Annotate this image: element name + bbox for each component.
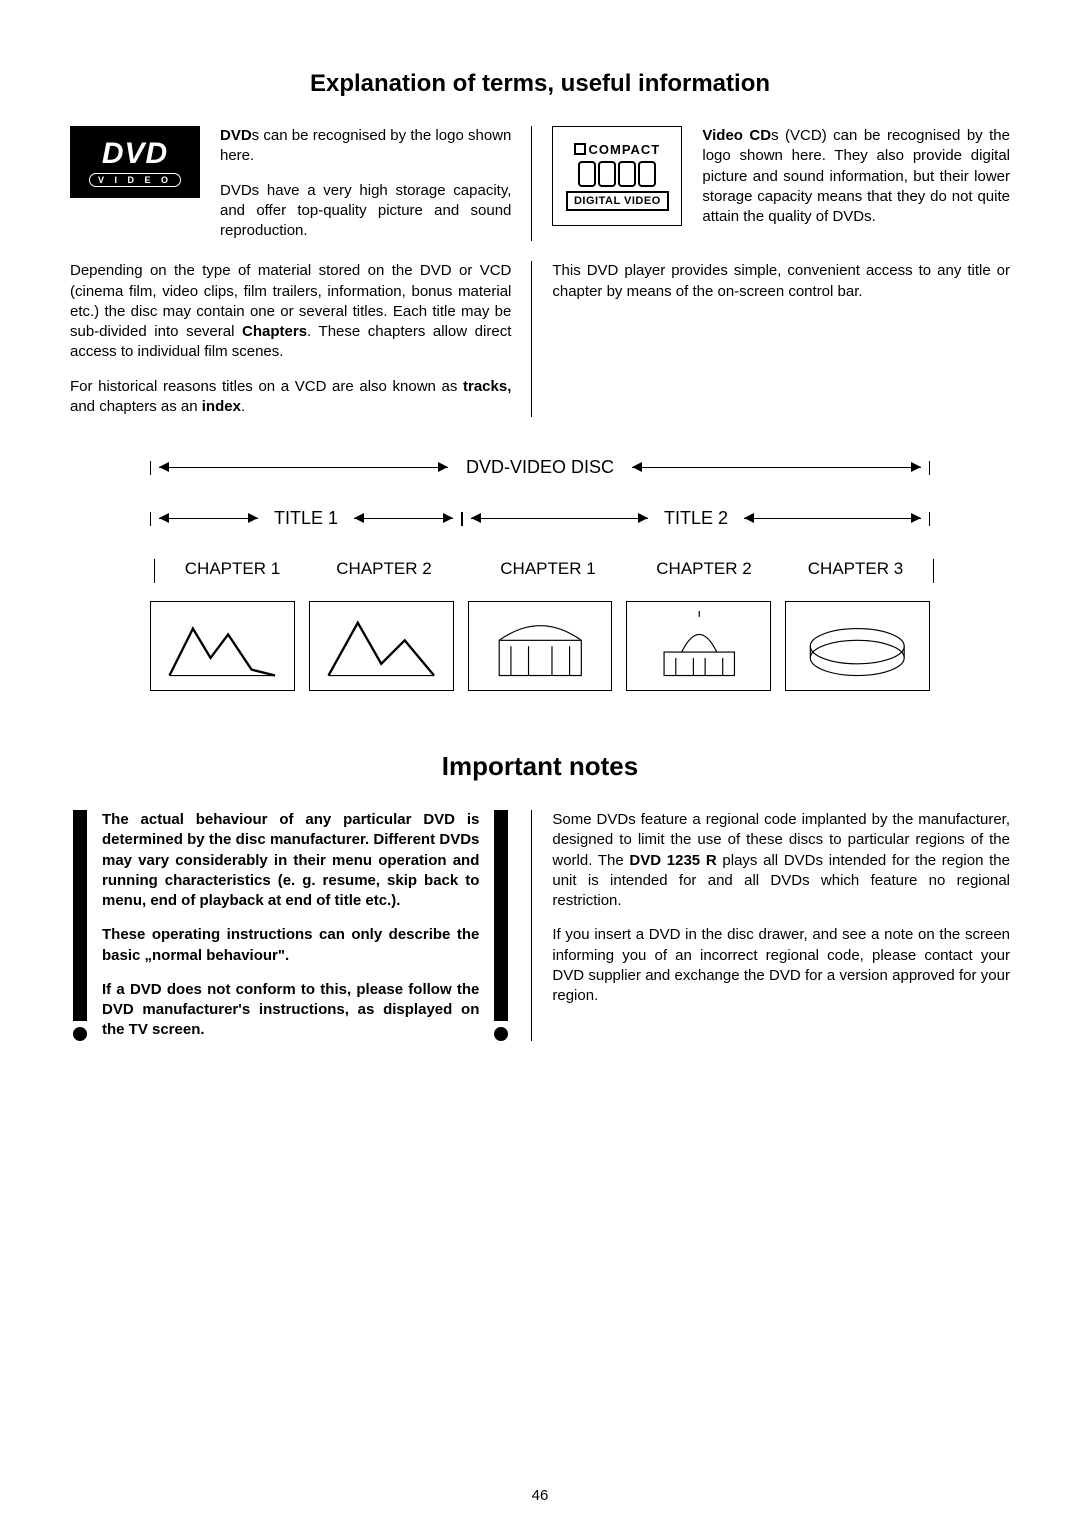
dvd-p2: DVDs have a very high storage capacity, …	[220, 181, 511, 242]
disc-label: DVD-VIDEO DISC	[456, 457, 624, 478]
thumbnail-row	[150, 601, 930, 691]
t2-ch3: CHAPTER 3	[782, 559, 938, 583]
vcd-compact-text: COMPACT	[588, 142, 660, 157]
dvd-logo: DVD V I D E O	[70, 126, 200, 198]
title1-line-l	[159, 518, 258, 519]
heading-explanation: Explanation of terms, useful information	[70, 70, 1010, 98]
title2-label: TITLE 2	[656, 508, 736, 529]
notes-row: The actual behaviour of any particular D…	[70, 810, 1010, 1041]
exclamation-left-icon	[70, 810, 90, 1041]
vcd-logo: COMPACT DIGITAL VIDEO	[552, 126, 682, 226]
vcd-intro-text: Video CDs (VCD) can be recognised by the…	[702, 126, 1010, 241]
vcd-bold: Video CD	[702, 127, 771, 144]
exclamation-right-icon	[491, 810, 511, 1041]
title-seg-2: TITLE 2	[462, 508, 930, 529]
thumb-capitol	[626, 601, 771, 691]
notes-left-col: The actual behaviour of any particular D…	[70, 810, 511, 1041]
t2-ch1: CHAPTER 1	[470, 559, 626, 583]
nr-model: DVD 1235 R	[629, 852, 716, 869]
mid-left-p2b: and chapters as an	[70, 398, 202, 415]
mid-right-p1: This DVD player provides simple, conveni…	[552, 261, 1010, 302]
mid-right-col: This DVD player provides simple, conveni…	[531, 261, 1010, 417]
thumb-mountain2	[309, 601, 454, 691]
vcd-disc-icon	[578, 161, 656, 187]
title2-line-l	[471, 518, 648, 519]
chapter-level-row: CHAPTER 1 CHAPTER 2 CHAPTER 1 CHAPTER 2 …	[150, 559, 930, 583]
vcd-intro-block: COMPACT DIGITAL VIDEO Video CDs (VCD) ca…	[531, 126, 1010, 241]
dvd-logo-sub: V I D E O	[89, 173, 181, 187]
notes-left-text: The actual behaviour of any particular D…	[102, 810, 479, 1041]
vcd-digital-video: DIGITAL VIDEO	[566, 191, 669, 211]
dvd-p1-rest: s can be recognised by the logo shown he…	[220, 127, 511, 164]
thumb-arena	[785, 601, 930, 691]
tick	[929, 461, 930, 475]
t2-ch2: CHAPTER 2	[626, 559, 782, 583]
mid-left-p1: Depending on the type of material stored…	[70, 261, 511, 362]
mid-left-p2a: For historical reasons titles on a VCD a…	[70, 378, 463, 395]
dvd-logo-main: DVD	[102, 137, 168, 171]
disc-line-left	[159, 467, 448, 468]
mid-left-tracks: tracks,	[463, 378, 511, 395]
vcd-compact: COMPACT	[574, 142, 660, 157]
intro-row: DVD V I D E O DVDs can be recognised by …	[70, 126, 1010, 241]
mid-row: Depending on the type of material stored…	[70, 261, 1010, 417]
heading-important-notes: Important notes	[70, 751, 1010, 782]
disc-line-right	[632, 467, 921, 468]
title-seg-1: TITLE 1	[150, 508, 462, 529]
thumb-palace	[468, 601, 613, 691]
notes-left-p1: The actual behaviour of any particular D…	[102, 810, 479, 911]
tick	[150, 512, 151, 526]
disc-level-row: DVD-VIDEO DISC	[150, 457, 930, 478]
dvd-structure-diagram: DVD-VIDEO DISC TITLE 1 TITLE 2 C	[150, 457, 930, 691]
title-level-row: TITLE 1 TITLE 2	[150, 508, 930, 529]
t1-ch2: CHAPTER 2	[306, 559, 462, 583]
notes-left-p3: If a DVD does not conform to this, pleas…	[102, 980, 479, 1041]
dvd-p1: DVDs can be recognised by the logo shown…	[220, 126, 511, 167]
notes-left-p2: These operating instructions can only de…	[102, 925, 479, 966]
title1-label: TITLE 1	[266, 508, 346, 529]
vcd-p1: Video CDs (VCD) can be recognised by the…	[702, 126, 1010, 227]
notes-right-col: Some DVDs feature a regional code implan…	[531, 810, 1010, 1041]
tick	[150, 461, 151, 475]
notes-right-p2: If you insert a DVD in the disc drawer, …	[552, 925, 1010, 1006]
title2-line-r	[744, 518, 921, 519]
t1-ch1: CHAPTER 1	[150, 559, 306, 583]
mid-left-col: Depending on the type of material stored…	[70, 261, 511, 417]
dvd-bold: DVD	[220, 127, 252, 144]
mid-left-p2: For historical reasons titles on a VCD a…	[70, 377, 511, 418]
tick	[462, 512, 463, 526]
title1-line-r	[354, 518, 453, 519]
thumb-mountain	[150, 601, 295, 691]
mid-left-index: index	[202, 398, 241, 415]
mid-left-p2c: .	[241, 398, 245, 415]
mid-left-chapters: Chapters	[242, 323, 307, 340]
tick	[929, 512, 930, 526]
page-number: 46	[0, 1487, 1080, 1504]
notes-right-p1: Some DVDs feature a regional code implan…	[552, 810, 1010, 911]
dvd-intro-text: DVDs can be recognised by the logo shown…	[220, 126, 511, 241]
dvd-intro-block: DVD V I D E O DVDs can be recognised by …	[70, 126, 511, 241]
